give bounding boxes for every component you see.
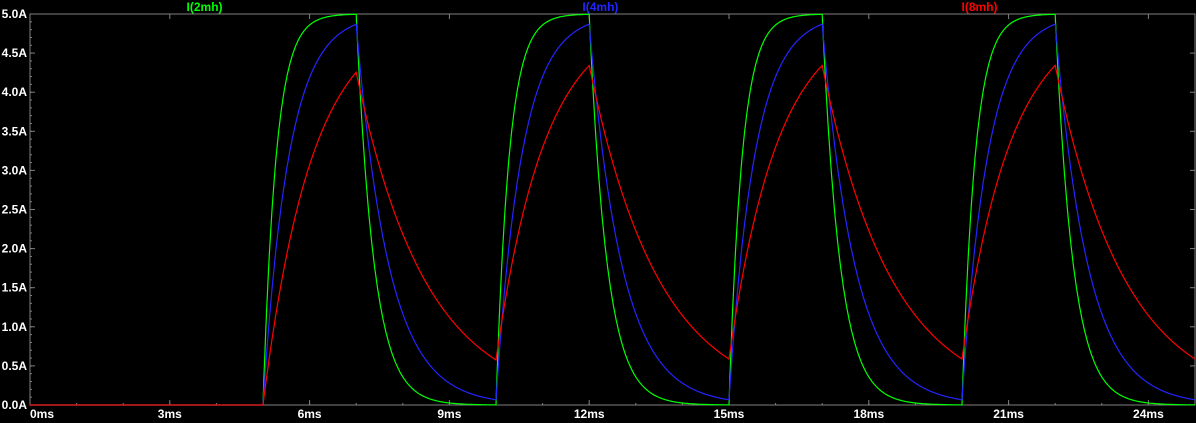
y-tick-label: 4.0A — [2, 85, 28, 99]
x-tick-label: 21ms — [993, 407, 1024, 421]
series-label-i2mh[interactable]: I(2mh) — [186, 0, 223, 14]
x-tick-label: 3ms — [158, 407, 182, 421]
trace-I(4mh) — [30, 23, 1196, 406]
y-tick-label: 0.0A — [2, 398, 28, 412]
y-tick-label: 2.0A — [2, 242, 28, 256]
x-tick-label: 6ms — [298, 407, 322, 421]
series-label-i8mh[interactable]: I(8mh) — [961, 0, 998, 14]
x-tick-label: 24ms — [1133, 407, 1164, 421]
series-label-i4mh[interactable]: I(4mh) — [582, 0, 619, 14]
y-tick-label: 3.5A — [2, 124, 28, 138]
x-tick-label: 15ms — [714, 407, 745, 421]
y-tick-label: 2.5A — [2, 203, 28, 217]
y-tick-label: 1.5A — [2, 281, 28, 295]
x-tick-label: 12ms — [574, 407, 605, 421]
y-tick-label: 5.0A — [2, 7, 28, 21]
x-tick-label: 18ms — [853, 407, 884, 421]
y-tick-label: 4.5A — [2, 46, 28, 60]
y-tick-label: 3.0A — [2, 163, 28, 177]
y-tick-label: 0.5A — [2, 359, 28, 373]
y-tick-label: 1.0A — [2, 320, 28, 334]
x-tick-label: 0ms — [30, 407, 54, 421]
x-tick-label: 9ms — [437, 407, 461, 421]
trace-I(8mh) — [30, 64, 1196, 406]
legend: I(2mh) I(4mh) I(8mh) — [0, 0, 1196, 14]
trace-I(2mh) — [30, 13, 1196, 406]
plot-border — [29, 13, 1196, 406]
